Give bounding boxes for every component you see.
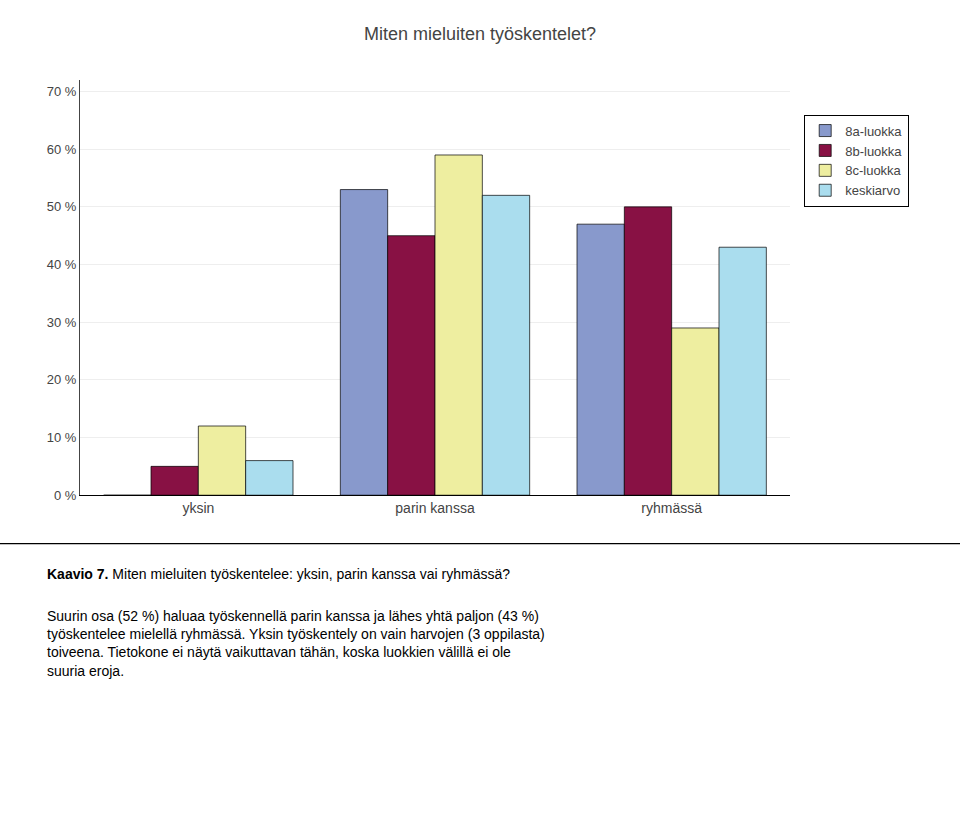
svg-text:8c-luokka: 8c-luokka — [845, 163, 901, 178]
svg-text:10 %: 10 % — [47, 430, 77, 445]
svg-text:ryhmässä: ryhmässä — [641, 500, 702, 516]
svg-text:30 %: 30 % — [47, 315, 77, 330]
svg-text:70 %: 70 % — [47, 84, 77, 99]
svg-text:Miten mieluiten työskentelet?: Miten mieluiten työskentelet? — [364, 24, 596, 44]
svg-text:yksin: yksin — [182, 500, 214, 516]
svg-text:40 %: 40 % — [47, 257, 77, 272]
svg-text:20 %: 20 % — [47, 372, 77, 387]
svg-text:8b-luokka: 8b-luokka — [845, 144, 902, 159]
svg-text:keskiarvo: keskiarvo — [845, 183, 900, 198]
svg-text:60 %: 60 % — [47, 142, 77, 157]
svg-text:Suurin osa (52 %) haluaa työsk: Suurin osa (52 %) haluaa työskennellä pa… — [47, 608, 545, 679]
svg-text:8a-luokka: 8a-luokka — [845, 124, 902, 139]
svg-text:50 %: 50 % — [47, 199, 77, 214]
svg-text:Kaavio 7. Miten mieluiten työs: Kaavio 7. Miten mieluiten työskentelee: … — [47, 566, 510, 582]
svg-text:parin kanssa: parin kanssa — [395, 500, 475, 516]
svg-text:0 %: 0 % — [54, 488, 77, 503]
